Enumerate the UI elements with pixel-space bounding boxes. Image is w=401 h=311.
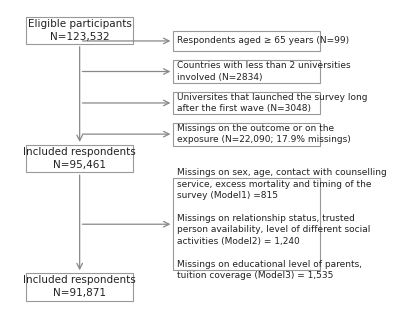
Text: Missings on the outcome or on the
exposure (N=22,090; 17.9% missings): Missings on the outcome or on the exposu… <box>177 124 351 144</box>
Text: Respondents aged ≥ 65 years (N=99): Respondents aged ≥ 65 years (N=99) <box>177 36 349 45</box>
Text: Included respondents
N=95,461: Included respondents N=95,461 <box>23 147 136 170</box>
FancyBboxPatch shape <box>173 31 320 51</box>
Text: Included respondents
N=91,871: Included respondents N=91,871 <box>23 276 136 298</box>
FancyBboxPatch shape <box>173 179 320 270</box>
FancyBboxPatch shape <box>173 60 320 83</box>
Text: Eligible participants
N=123,532: Eligible participants N=123,532 <box>28 19 132 42</box>
Text: Universites that launched the survey long
after the first wave (N=3048): Universites that launched the survey lon… <box>177 93 368 113</box>
FancyBboxPatch shape <box>173 91 320 114</box>
FancyBboxPatch shape <box>26 16 133 44</box>
Text: Countries with less than 2 universities
involved (N=2834): Countries with less than 2 universities … <box>177 61 351 82</box>
FancyBboxPatch shape <box>26 273 133 301</box>
FancyBboxPatch shape <box>26 145 133 172</box>
FancyBboxPatch shape <box>173 123 320 146</box>
Text: Missings on sex, age, contact with counselling
service, excess mortality and tim: Missings on sex, age, contact with couns… <box>177 168 387 280</box>
